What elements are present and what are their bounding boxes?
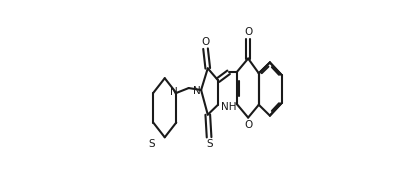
Text: O: O — [202, 37, 210, 47]
Text: S: S — [207, 139, 213, 149]
Text: S: S — [148, 139, 155, 149]
Text: NH: NH — [221, 102, 236, 112]
Text: N: N — [194, 86, 201, 96]
Text: N: N — [170, 87, 178, 97]
Text: O: O — [244, 27, 252, 37]
Text: O: O — [244, 120, 252, 130]
